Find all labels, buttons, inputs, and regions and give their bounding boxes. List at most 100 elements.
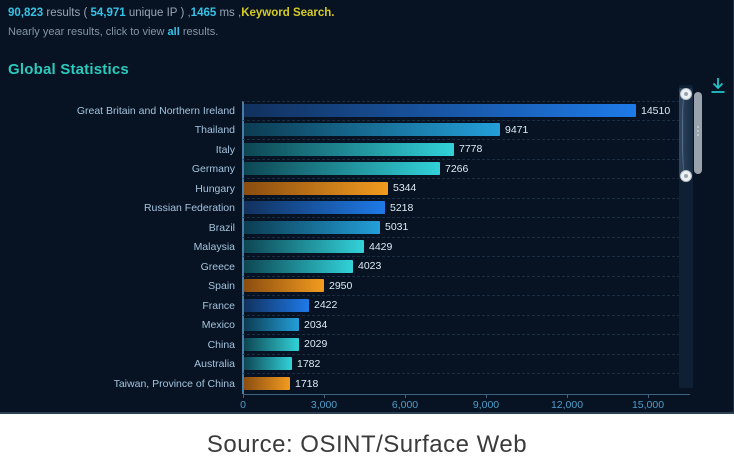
query-time-text: ms , xyxy=(216,7,242,19)
table-row: China 2029 xyxy=(0,335,690,355)
axis-tick-label: 0 xyxy=(240,399,246,411)
category-label: Italy xyxy=(215,143,235,156)
axis-tick-mark xyxy=(486,395,487,398)
bar-cell: 4429 xyxy=(242,237,690,257)
chart-zoom-handle-top[interactable] xyxy=(680,88,692,100)
table-row: Russian Federation 5218 xyxy=(0,198,690,218)
chart-scrollbar-thumb[interactable] xyxy=(694,92,702,174)
results-subtitle-line: Nearly year results, click to view all r… xyxy=(8,26,218,38)
value-label: 2422 xyxy=(314,299,338,312)
category-label: Malaysia xyxy=(193,241,235,254)
bar-cell: 5218 xyxy=(242,198,690,218)
table-row: Hungary 5344 xyxy=(0,179,690,199)
unique-ip-text: unique IP ) , xyxy=(125,7,191,19)
download-icon[interactable] xyxy=(707,74,729,98)
view-all-link[interactable]: all xyxy=(167,26,180,38)
bar[interactable] xyxy=(244,240,364,254)
bar[interactable] xyxy=(244,357,292,371)
results-summary-line: 90,823 results ( 54,971 unique IP ) ,146… xyxy=(8,7,335,19)
page-title: Global Statistics xyxy=(8,61,129,78)
bar[interactable] xyxy=(244,259,353,273)
axis-tick-label: 3,000 xyxy=(310,399,338,411)
results-text: results ( xyxy=(43,7,91,19)
value-label: 1782 xyxy=(297,357,321,370)
category-label: Brazil xyxy=(208,221,235,234)
bar-cell: 5344 xyxy=(242,179,690,199)
chart-zoom-window[interactable] xyxy=(679,88,693,178)
table-row: Australia 1782 xyxy=(0,354,690,374)
bar-cell: 4023 xyxy=(242,257,690,277)
table-row: Greece 4023 xyxy=(0,257,690,277)
value-label: 2950 xyxy=(329,279,353,292)
value-label: 2029 xyxy=(304,338,328,351)
axis-tick-label: 12,000 xyxy=(550,399,584,411)
bar[interactable] xyxy=(244,220,380,234)
table-row: Spain 2950 xyxy=(0,276,690,296)
value-label: 1718 xyxy=(295,377,319,390)
category-label: Australia xyxy=(194,358,235,371)
bar-cell: 14510 xyxy=(242,101,690,121)
bar[interactable] xyxy=(244,142,454,156)
axis-tick-label: 15,000 xyxy=(631,399,665,411)
category-label: France xyxy=(202,299,235,312)
bar-cell: 9471 xyxy=(242,120,690,140)
bar[interactable] xyxy=(244,298,309,312)
table-row: Malaysia 4429 xyxy=(0,237,690,257)
bar[interactable] xyxy=(244,123,500,137)
category-label: Greece xyxy=(200,260,235,273)
chart-zoom-preview-curve xyxy=(682,91,688,175)
table-row: Great Britain and Northern Ireland 14510 xyxy=(0,101,690,121)
category-label: Taiwan, Province of China xyxy=(113,377,235,390)
bar[interactable] xyxy=(244,337,299,351)
keyword-search-label[interactable]: Keyword Search. xyxy=(241,7,335,19)
category-label: Hungary xyxy=(195,182,235,195)
table-row: Mexico 2034 xyxy=(0,315,690,335)
category-label: Germany xyxy=(191,163,235,176)
bar[interactable] xyxy=(244,279,324,293)
table-row: Brazil 5031 xyxy=(0,218,690,238)
table-row: Thailand 9471 xyxy=(0,120,690,140)
bar[interactable] xyxy=(244,181,388,195)
value-label: 7778 xyxy=(459,143,483,156)
bar-cell: 2034 xyxy=(242,315,690,335)
value-label: 5218 xyxy=(390,201,414,214)
axis-tick-mark xyxy=(324,395,325,398)
axis-tick-mark xyxy=(243,395,244,398)
bar-cell: 2029 xyxy=(242,335,690,355)
results-count: 90,823 xyxy=(8,7,44,19)
table-row: Taiwan, Province of China 1718 xyxy=(0,374,690,394)
value-label: 14510 xyxy=(641,104,671,117)
source-caption: Source: OSINT/Surface Web xyxy=(0,414,734,476)
value-label: 9471 xyxy=(505,123,529,136)
bar[interactable] xyxy=(244,104,636,118)
global-statistics-chart: Great Britain and Northern Ireland 14510 T… xyxy=(0,101,690,394)
chart-zoom-handle-bottom[interactable] xyxy=(680,170,692,182)
axis-tick-label: 9,000 xyxy=(472,399,500,411)
bar[interactable] xyxy=(244,377,290,391)
value-label: 4023 xyxy=(358,260,382,273)
category-label: Russian Federation xyxy=(143,202,235,215)
bar[interactable] xyxy=(244,201,385,215)
category-label: Mexico xyxy=(201,319,235,332)
x-axis: 0 3,000 6,000 9,000 12,000 15,000 xyxy=(240,394,690,414)
subtitle-prefix: Nearly year results, click to view xyxy=(8,26,168,38)
bar-cell: 2950 xyxy=(242,276,690,296)
value-label: 4429 xyxy=(369,240,393,253)
dashboard-panel: 90,823 results ( 54,971 unique IP ) ,146… xyxy=(0,0,734,414)
bar-cell: 5031 xyxy=(242,218,690,238)
bar[interactable] xyxy=(244,162,440,176)
axis-tick-mark xyxy=(567,395,568,398)
unique-ip-count: 54,971 xyxy=(90,7,126,19)
subtitle-suffix: results. xyxy=(179,26,219,38)
bar-cell: 1718 xyxy=(242,374,690,394)
axis-tick-mark xyxy=(648,395,649,398)
bar-cell: 7778 xyxy=(242,140,690,160)
bar-cell: 7266 xyxy=(242,159,690,179)
table-row: France 2422 xyxy=(0,296,690,316)
bar-cell: 2422 xyxy=(242,296,690,316)
bar[interactable] xyxy=(244,318,299,332)
category-label: Thailand xyxy=(194,124,235,137)
table-row: Germany 7266 xyxy=(0,159,690,179)
value-label: 7266 xyxy=(445,162,469,175)
